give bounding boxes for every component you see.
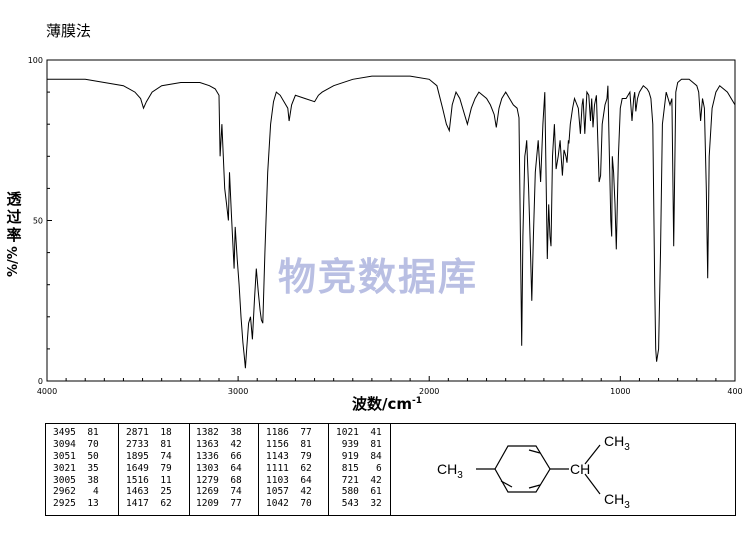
peak-column-3: 1382 38 1363 42 1336 66 1303 64 1279 68 … (196, 427, 242, 510)
x-tick-label: 2000 (419, 387, 439, 396)
peak-row: 1895 74 (126, 450, 172, 462)
y-axis-label-char-3: 率 (6, 226, 22, 244)
column-divider (390, 424, 391, 515)
peak-row: 3495 81 (53, 427, 99, 438)
peak-row: 1103 64 (266, 474, 312, 486)
peak-row: 919 84 (336, 450, 382, 462)
peak-row: 3051 50 (53, 450, 99, 462)
x-axis-label-exponent: -1 (412, 396, 423, 406)
peak-row: 1111 62 (266, 462, 312, 474)
y-tick-label: 100 (28, 56, 43, 65)
peak-column-4: 1186 77 1156 81 1143 79 1111 62 1103 64 … (266, 427, 312, 510)
peak-row: 543 32 (336, 498, 382, 510)
y-tick-label: 0 (38, 377, 43, 386)
peak-row: 1463 25 (126, 486, 172, 498)
y-axis-label-char-1: 透 (6, 190, 22, 208)
peak-row: 2733 81 (126, 438, 172, 450)
molecular-structure: CH3 CH CH3 CH3 (437, 433, 630, 511)
peak-table: 3495 81 3094 70 3051 50 3021 35 3005 38 … (45, 423, 736, 516)
column-divider (328, 424, 329, 515)
peak-row: 815 6 (336, 462, 382, 474)
peak-row: 3005 38 (53, 474, 99, 486)
peak-row: 1382 38 (196, 427, 242, 438)
peak-row: 3021 35 (53, 462, 99, 474)
peak-row: 1057 42 (266, 486, 312, 498)
peak-row: 1042 70 (266, 498, 312, 510)
watermark: 物竞数据库 (278, 255, 479, 299)
peak-row: 1021 41 (336, 427, 382, 438)
peak-row: 1269 74 (196, 486, 242, 498)
x-tick-label: 3000 (228, 387, 248, 396)
peak-row: 1303 64 (196, 462, 242, 474)
peak-row: 3094 70 (53, 438, 99, 450)
peak-row: 1417 62 (126, 498, 172, 510)
bond-ch3-lower (584, 473, 601, 495)
y-axis-label-char-2: 过 (6, 208, 22, 226)
peak-row: 1143 79 (266, 450, 312, 462)
peak-row: 1279 68 (196, 474, 242, 486)
spectrum-line (47, 75, 736, 369)
ch3-left-label: CH3 (437, 461, 463, 481)
peak-column-5: 1021 41 939 81 919 84 815 6 721 42 580 6… (336, 427, 382, 510)
peak-column-1: 3495 81 3094 70 3051 50 3021 35 3005 38 … (53, 427, 99, 510)
benzene-ring (494, 445, 551, 493)
x-tick-label: 400 (727, 387, 742, 396)
column-divider (189, 424, 190, 515)
peak-row: 1649 79 (126, 462, 172, 474)
peak-row: 2925 13 (53, 498, 99, 510)
peak-row: 1156 81 (266, 438, 312, 450)
method-label: 薄膜法 (46, 22, 92, 40)
column-divider (258, 424, 259, 515)
peak-row: 580 61 (336, 486, 382, 498)
peak-row: 1363 42 (196, 438, 242, 450)
y-axis-label: 透 过 率 %/% (2, 190, 26, 277)
peak-row: 721 42 (336, 474, 382, 486)
peak-row: 2871 18 (126, 427, 172, 438)
peak-row: 1209 77 (196, 498, 242, 510)
x-tick-label: 4000 (37, 387, 57, 396)
ch3-upper-label: CH3 (604, 433, 630, 453)
x-axis-label-text: 波数/cm (352, 395, 413, 413)
bond-ch3-upper (584, 444, 601, 465)
peak-row: 1186 77 (266, 427, 312, 438)
peak-row: 2962 4 (53, 486, 99, 498)
x-axis-label: 波数/cm-1 (352, 393, 422, 414)
peak-row: 1516 11 (126, 474, 172, 486)
y-axis-label-unit: %/% (6, 246, 21, 277)
column-divider (118, 424, 119, 515)
y-tick-label: 50 (33, 217, 43, 226)
axis-ticks (46, 59, 736, 382)
ch3-lower-label: CH3 (604, 491, 630, 511)
plot-frame (46, 59, 736, 382)
peak-column-2: 2871 18 2733 81 1895 74 1649 79 1516 11 … (126, 427, 172, 510)
x-tick-label: 1000 (610, 387, 630, 396)
ch-label: CH (570, 461, 590, 477)
peak-row: 939 81 (336, 438, 382, 450)
peak-row: 1336 66 (196, 450, 242, 462)
